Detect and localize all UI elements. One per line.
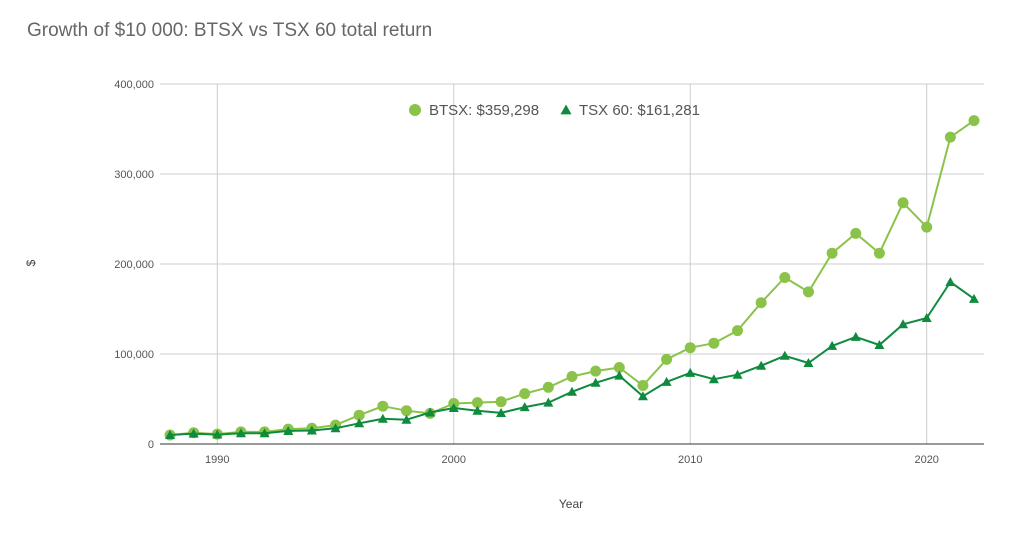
data-point-triangle — [212, 429, 223, 439]
data-point-triangle — [945, 277, 956, 286]
data-point-triangle — [354, 418, 365, 428]
data-point-triangle — [590, 377, 601, 387]
data-point-triangle — [779, 350, 790, 360]
x-tick-label: 2020 — [914, 454, 938, 466]
data-point-triangle — [448, 403, 459, 412]
data-point-circle — [684, 342, 696, 354]
data-point-triangle — [850, 331, 861, 341]
grid-lines — [160, 83, 984, 444]
legend-marker-triangle — [560, 104, 572, 115]
data-point-circle — [944, 131, 956, 143]
x-axis-title: Year — [559, 497, 583, 511]
data-point-circle — [590, 365, 602, 377]
data-point-circle — [732, 325, 744, 337]
data-point-triangle — [708, 374, 719, 384]
data-point-circle — [519, 388, 531, 400]
data-point-circle — [400, 405, 412, 417]
data-point-circle — [826, 247, 838, 259]
data-point-triangle — [874, 340, 885, 349]
x-tick-label: 2000 — [442, 454, 466, 466]
data-point-circle — [613, 362, 625, 373]
data-point-triangle — [235, 428, 246, 438]
data-point-circle — [802, 286, 814, 298]
data-point-circle — [873, 247, 885, 259]
data-point-circle — [850, 227, 862, 239]
data-point-triangle — [472, 405, 483, 415]
data-point-circle — [637, 380, 649, 391]
data-point-triangle — [330, 423, 341, 433]
data-point-triangle — [898, 319, 909, 329]
y-tick-label: 0 — [148, 439, 154, 451]
series-line-1 — [169, 281, 975, 436]
data-point-triangle — [567, 386, 577, 396]
data-point-circle — [471, 397, 483, 409]
legend-label: TSX 60: $161,281 — [579, 102, 700, 119]
data-point-triangle — [732, 369, 743, 379]
data-point-circle — [708, 337, 720, 349]
data-point-triangle — [614, 370, 625, 380]
data-point-triangle — [496, 407, 507, 417]
data-point-triangle — [827, 340, 838, 350]
data-point-circle — [353, 409, 365, 421]
data-point-triangle — [188, 428, 199, 438]
chart-title: Growth of $10 000: BTSX vs TSX 60 total … — [27, 20, 433, 41]
data-point-circle — [542, 381, 554, 393]
legend-marker-circle — [409, 104, 421, 116]
data-point-triangle — [377, 413, 388, 423]
data-point-triangle — [165, 430, 175, 439]
data-point-triangle — [519, 402, 530, 412]
legend: BTSX: $359,298 TSX 60: $161,281 — [409, 102, 700, 119]
data-point-triangle — [803, 358, 814, 367]
data-point-circle — [755, 297, 767, 309]
y-axis-title: $ — [24, 259, 38, 266]
data-point-triangle — [259, 428, 270, 438]
data-point-triangle — [756, 360, 767, 370]
data-point-circle — [897, 197, 909, 209]
data-point-triangle — [969, 293, 979, 303]
x-tick-label: 1990 — [205, 454, 229, 466]
legend-label: BTSX: $359,298 — [429, 102, 539, 119]
data-point-circle — [661, 353, 673, 365]
data-point-circle — [968, 115, 980, 127]
data-point-triangle — [401, 414, 412, 424]
series-lines — [164, 115, 980, 441]
data-point-triangle — [685, 367, 696, 377]
data-point-triangle — [637, 391, 648, 401]
data-point-triangle — [306, 425, 317, 435]
data-point-triangle — [283, 425, 294, 435]
data-point-triangle — [425, 407, 436, 417]
x-tick-label: 2010 — [678, 454, 702, 466]
data-point-circle — [779, 272, 791, 283]
data-point-triangle — [661, 376, 672, 386]
y-tick-label: 300,000 — [114, 169, 154, 181]
data-point-circle — [921, 221, 933, 233]
y-tick-label: 100,000 — [114, 349, 154, 361]
y-tick-label: 400,000 — [114, 79, 154, 91]
data-point-circle — [566, 371, 578, 382]
data-point-circle — [495, 396, 507, 408]
data-point-triangle — [921, 313, 932, 322]
data-point-circle — [377, 400, 389, 412]
data-point-triangle — [543, 397, 554, 407]
y-tick-label: 200,000 — [114, 259, 154, 271]
axes: 0 100,000 200,000 300,000 400,000 1990 2000 201… — [24, 79, 984, 511]
